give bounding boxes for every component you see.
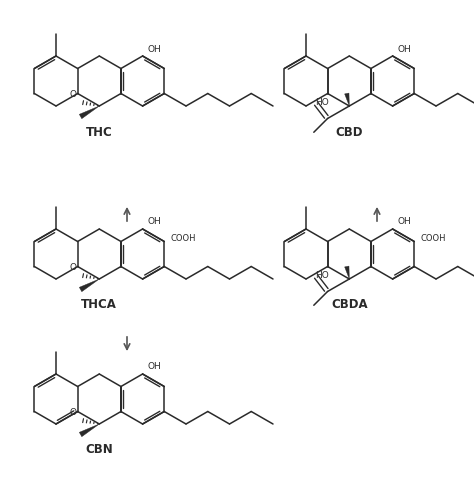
Text: THCA: THCA — [82, 298, 117, 311]
Text: O: O — [69, 263, 76, 271]
Text: CBN: CBN — [85, 443, 113, 456]
Text: O: O — [69, 90, 76, 99]
Text: COOH: COOH — [171, 233, 196, 242]
Text: OH: OH — [148, 217, 162, 226]
Text: OH: OH — [148, 362, 162, 371]
Text: O: O — [69, 407, 76, 416]
Text: OH: OH — [148, 45, 162, 53]
Polygon shape — [79, 107, 99, 120]
Polygon shape — [345, 266, 349, 279]
Text: HO: HO — [315, 270, 328, 279]
Polygon shape — [79, 279, 99, 292]
Polygon shape — [79, 424, 99, 437]
Polygon shape — [345, 94, 349, 107]
Text: COOH: COOH — [420, 233, 446, 242]
Text: HO: HO — [315, 98, 328, 107]
Text: CBDA: CBDA — [331, 298, 368, 311]
Text: OH: OH — [398, 45, 411, 53]
Text: THC: THC — [86, 125, 113, 138]
Text: CBD: CBD — [336, 125, 363, 138]
Text: OH: OH — [398, 217, 411, 226]
